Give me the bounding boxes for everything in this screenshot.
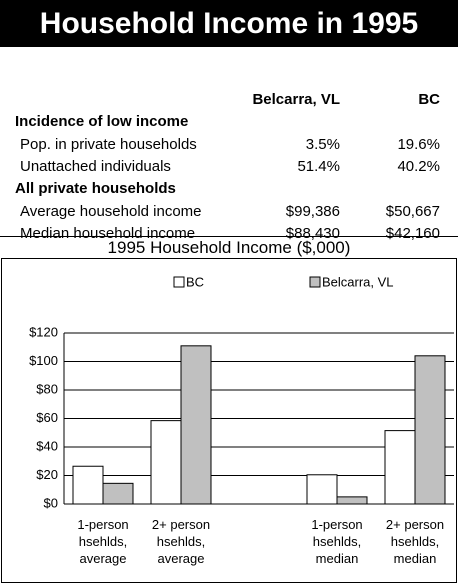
chart-title: 1995 Household Income ($,000) <box>107 238 351 257</box>
bar <box>150 420 182 505</box>
column-header: Belcarra, VL <box>252 91 340 108</box>
x-tick-label: 2+ person hsehlds, average <box>151 517 211 566</box>
row-label: Median household income <box>20 225 196 242</box>
bar <box>102 482 134 505</box>
bar <box>306 474 338 505</box>
cell: $88,430 <box>285 225 340 242</box>
legend-swatch <box>309 276 321 288</box>
title: Household Income in 1995 <box>0 0 458 47</box>
bar <box>384 430 416 505</box>
y-tick-label: $40 <box>36 438 58 453</box>
cell: $50,667 <box>385 203 440 220</box>
column-header: BC <box>418 91 440 108</box>
cell: 3.5% <box>305 136 340 153</box>
row-label: Average household income <box>20 203 202 220</box>
x-tick-label: 1-person hsehlds, average <box>77 517 129 566</box>
y-tick-label: $120 <box>29 324 58 339</box>
y-tick-label: $100 <box>29 353 58 368</box>
row-label: Pop. in private households <box>20 136 197 153</box>
bar <box>336 496 368 505</box>
row-label: Unattached individuals <box>20 158 171 175</box>
y-tick-label: $60 <box>36 410 58 425</box>
y-tick-label: $80 <box>36 381 58 396</box>
cell: 40.2% <box>397 158 440 175</box>
legend-swatch <box>173 276 185 288</box>
y-tick-label: $20 <box>36 467 58 482</box>
x-tick-label: 1-person hsehlds, median <box>311 517 363 566</box>
legend-label: BC <box>186 274 204 289</box>
x-tick-label: 2+ person hsehlds, median <box>385 517 445 566</box>
cell: $99,386 <box>285 203 340 220</box>
section-title: Incidence of low income <box>15 113 189 130</box>
bar <box>72 465 104 505</box>
cell: 19.6% <box>397 136 440 153</box>
legend-label: Belcarra, VL <box>322 274 394 289</box>
y-tick-label: $0 <box>44 495 58 510</box>
section-title: All private households <box>15 180 176 197</box>
cell: 51.4% <box>297 158 340 175</box>
bar <box>414 355 446 505</box>
bar <box>180 345 212 505</box>
divider <box>0 236 458 237</box>
cell: $42,160 <box>385 225 440 242</box>
